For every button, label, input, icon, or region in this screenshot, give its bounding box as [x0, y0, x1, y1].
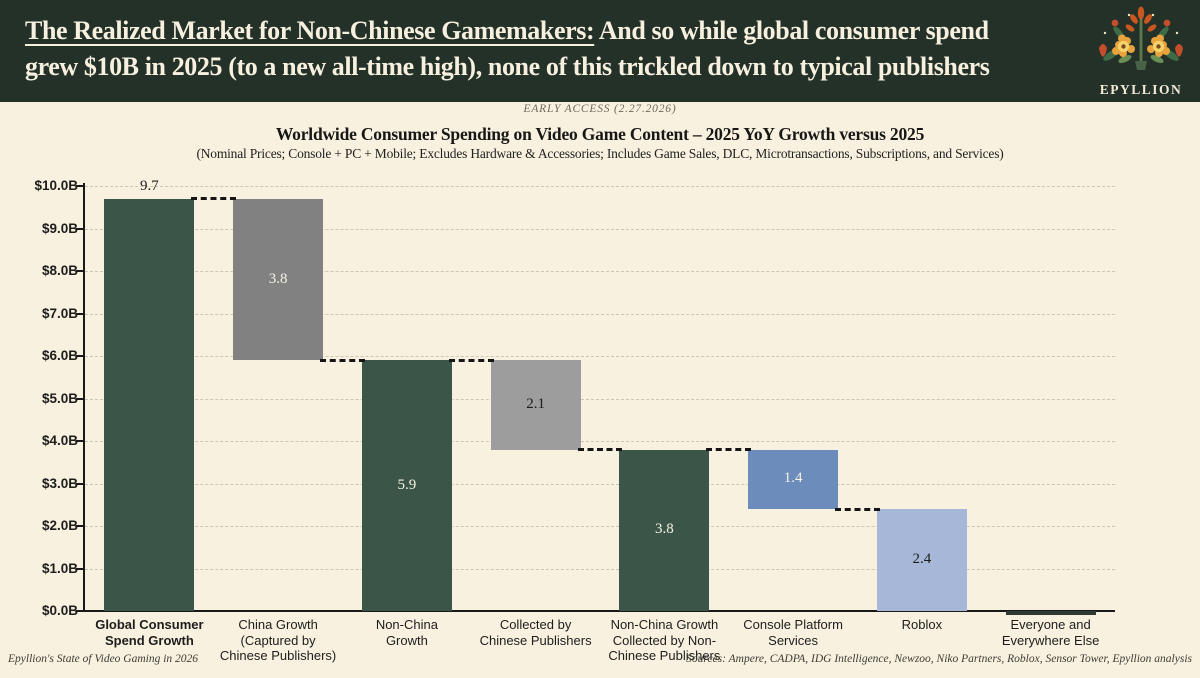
bar-value-label: 2.1 [526, 395, 545, 412]
gridline [85, 568, 1115, 570]
bar [876, 509, 967, 611]
bar [104, 198, 195, 611]
waterfall-connector [448, 358, 494, 362]
bar-value-label: 3.8 [268, 270, 288, 287]
x-axis [83, 610, 1115, 612]
bar [361, 360, 452, 612]
gridline [85, 313, 1115, 315]
y-tick [76, 355, 84, 357]
y-tick [76, 610, 84, 612]
early-access-label: EARLY ACCESS (2.27.2026) [523, 103, 677, 115]
chart-title: Worldwide Consumer Spending on Video Gam… [275, 124, 925, 144]
gridline [85, 271, 1115, 272]
waterfall-connector [835, 507, 880, 511]
page-title-line2: grew $10B in 2025 (to a new all-time hig… [25, 52, 990, 81]
bar [490, 360, 581, 450]
category-label: Non-China Growth [375, 617, 438, 648]
y-tick-label: $10.0B [34, 178, 78, 193]
page-title-underlined: The Realized Market for Non-Chinese Game… [25, 16, 595, 45]
y-tick [76, 185, 84, 187]
category-label: Roblox [901, 617, 943, 632]
y-axis [83, 183, 85, 612]
bar-value-label: 9.7 [140, 177, 159, 194]
waterfall-connector [191, 197, 237, 201]
y-tick-label: $7.0B [41, 305, 78, 321]
y-tick [76, 440, 84, 442]
y-tick-label: $5.0B [41, 390, 78, 406]
bar-value-label: 5.9 [397, 476, 417, 493]
category-label: Collected by Chinese Publishers [479, 617, 592, 648]
gridline [85, 398, 1115, 400]
footer-source-right: Sources: Ampere, CADPA, IDG Intelligence… [686, 653, 1192, 665]
y-tick-label: $2.0B [41, 518, 78, 533]
category-label: Console Platform Services [743, 617, 843, 648]
y-tick [76, 482, 84, 485]
gridline [85, 228, 1115, 230]
page-title-line1: The Realized Market for Non-Chinese Game… [25, 13, 1100, 49]
y-tick-label: $1.0B [41, 560, 78, 576]
category-label: Non-China Growth Collected by Non- Chine… [608, 617, 721, 663]
category-label: Global Consumer Spend Growth [95, 617, 204, 648]
footer-source-left: Epyllion's State of Video Gaming in 2026 [8, 653, 199, 665]
logo-wordmark: EPYLLION [1099, 82, 1183, 97]
bar-value-label: 3.8 [655, 521, 674, 538]
bar [1005, 611, 1096, 615]
y-tick-label: $0.0B [41, 603, 78, 618]
y-tick [76, 397, 84, 400]
category-label: Everyone and Everywhere Else [1001, 617, 1100, 648]
y-tick-label: $9.0B [41, 220, 78, 236]
y-tick-label: $8.0B [41, 263, 78, 278]
waterfall-connector [577, 448, 623, 451]
y-tick [76, 525, 84, 527]
gridline [85, 186, 1115, 187]
y-tick [76, 567, 84, 570]
bar [748, 449, 839, 509]
y-tick-label: $3.0B [41, 475, 78, 491]
y-tick [76, 227, 84, 230]
waterfall-connector [706, 448, 752, 451]
header-banner: The Realized Market for Non-Chinese Game… [0, 0, 1200, 102]
category-label: China Growth (Captured by Chinese Publis… [219, 617, 337, 663]
y-tick-label: $4.0B [41, 433, 78, 448]
gridline [85, 441, 1115, 442]
page-title-rest: And so while global consumer spend [594, 16, 989, 45]
gridline [85, 483, 1115, 485]
waterfall-connector [320, 358, 365, 362]
logo-flowers-icon [1099, 6, 1183, 70]
bar-value-label: 2.4 [912, 551, 932, 567]
epyllion-logo: EPYLLION [1088, 3, 1194, 101]
chart-subtitle: (Nominal Prices; Console + PC + Mobile; … [196, 146, 1004, 161]
bar [619, 449, 710, 611]
gridline [85, 526, 1115, 527]
y-tick-label: $6.0B [41, 348, 78, 363]
y-tick [76, 312, 84, 315]
bar-value-label: 1.4 [783, 470, 803, 487]
y-tick [76, 270, 84, 272]
bar [233, 198, 324, 361]
page-title: The Realized Market for Non-Chinese Game… [25, 13, 1100, 85]
gridline [85, 356, 1115, 357]
